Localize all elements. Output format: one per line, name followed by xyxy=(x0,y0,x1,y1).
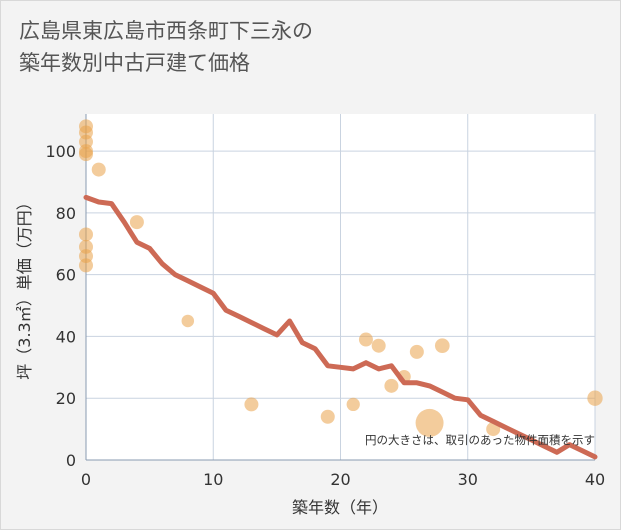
x-axis-label: 築年数（年） xyxy=(292,498,388,517)
data-point xyxy=(129,215,144,230)
data-point xyxy=(346,397,360,412)
data-point xyxy=(384,378,399,393)
data-point xyxy=(371,338,386,353)
size-legend-note: 円の大きさは、取引のあった物件面積を示す xyxy=(365,433,595,447)
x-tick-label: 20 xyxy=(330,470,350,489)
data-point xyxy=(320,409,335,424)
data-point xyxy=(181,314,195,328)
chart-title-line-1: 広島県東広島市西条町下三永の xyxy=(19,19,313,43)
y-tick-label: 0 xyxy=(66,451,76,470)
y-axis-label: 坪（3.3㎡）単価（万円） xyxy=(15,194,34,379)
tick-labels: 0 10 20 30 40 0 20 40 60 80 100 xyxy=(45,142,605,489)
trend-line xyxy=(83,194,598,460)
data-point xyxy=(244,397,259,412)
y-tick-label: 60 xyxy=(56,266,76,285)
x-tick-label: 10 xyxy=(203,470,223,489)
y-tick-label: 80 xyxy=(56,204,76,223)
y-tick-label: 40 xyxy=(56,327,76,346)
grid-lines xyxy=(85,114,596,461)
data-points xyxy=(79,119,603,437)
data-point xyxy=(358,332,373,347)
y-tick-label: 100 xyxy=(45,142,76,161)
data-point xyxy=(434,338,450,354)
data-point xyxy=(79,258,93,273)
data-point xyxy=(79,227,93,242)
y-tick-label: 20 xyxy=(56,389,76,408)
chart-title-line-2: 築年数別中古戸建て価格 xyxy=(19,51,250,75)
x-tick-label: 30 xyxy=(458,470,478,489)
chart-title: 広島県東広島市西条町下三永の 築年数別中古戸建て価格 xyxy=(19,15,313,79)
data-point xyxy=(409,344,424,359)
data-point xyxy=(79,147,93,162)
data-point xyxy=(91,162,106,177)
data-point xyxy=(587,390,603,406)
x-tick-label: 40 xyxy=(585,470,605,489)
trend-line-group xyxy=(83,194,598,460)
data-point xyxy=(415,408,444,437)
x-tick-label: 0 xyxy=(81,470,91,489)
